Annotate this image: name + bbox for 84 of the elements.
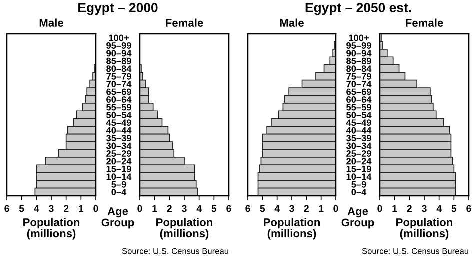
- x-tick-label: 1: [152, 205, 158, 212]
- x-tick-label: 5: [260, 205, 266, 212]
- y-tick-label: 65–69: [346, 88, 372, 96]
- x-axis-title: Population (millions): [396, 218, 453, 240]
- y-tick-label: 25–29: [106, 150, 132, 157]
- y-tick-label: 0–4: [112, 189, 127, 196]
- x-tick-label: 5: [212, 205, 217, 212]
- y-tick-label: 45–49: [346, 120, 372, 126]
- x-tick-label: 2: [407, 205, 412, 212]
- y-tick-label: 15–19: [106, 166, 132, 172]
- y-tick-label: 100+: [349, 34, 369, 42]
- y-tick-label: 5–9: [352, 181, 366, 188]
- source-note: Source: U.S. Census Bureau: [122, 248, 228, 254]
- y-tick-label: 95–99: [106, 42, 132, 49]
- x-tick-label: 4: [196, 205, 202, 212]
- y-tick-label: 75–79: [346, 73, 372, 80]
- x-tick-label: 4: [34, 205, 40, 212]
- x-tick-label: 0: [378, 205, 382, 212]
- x-tick-label: 4: [436, 205, 442, 212]
- y-tick-label: 50–54: [346, 112, 372, 118]
- y-tick-label: 90–94: [346, 50, 372, 57]
- y-tick-label: 100+: [109, 34, 129, 42]
- y-tick-label: 85–89: [106, 58, 132, 64]
- x-tick-label: 1: [319, 205, 324, 212]
- y-tick-label: 25–29: [346, 150, 372, 157]
- x-tick-label: 2: [167, 205, 172, 212]
- x-tick-label: 2: [304, 205, 309, 212]
- chart-subtitle: Male: [40, 18, 64, 27]
- y-tick-label: 60–64: [346, 96, 372, 103]
- y-tick-label: 10–14: [106, 174, 132, 180]
- y-tick-label: 40–44: [106, 127, 132, 134]
- y-tick-label: 55–59: [106, 104, 132, 111]
- y-axis-title: Age Group: [342, 208, 374, 229]
- chart-subtitle: Male: [280, 18, 304, 27]
- x-tick-label: 6: [466, 205, 472, 212]
- x-axis-title: Population (millions): [156, 218, 213, 240]
- y-tick-label: 20–24: [106, 158, 132, 165]
- x-tick-label: 6: [226, 205, 232, 212]
- x-tick-label: 6: [4, 205, 10, 212]
- x-tick-label: 5: [19, 205, 24, 212]
- y-tick-label: 70–74: [346, 81, 372, 88]
- y-tick-label: 10–14: [346, 174, 372, 180]
- y-tick-label: 70–74: [106, 81, 132, 88]
- x-tick-label: 3: [49, 205, 54, 212]
- y-tick-label: 95–99: [346, 42, 372, 49]
- x-tick-label: 6: [246, 205, 250, 212]
- y-tick-label: 35–39: [346, 135, 372, 142]
- x-tick-label: 0: [334, 205, 338, 212]
- y-axis-title: Age Group: [102, 208, 134, 229]
- y-tick-label: 35–39: [106, 135, 132, 142]
- x-axis-title: Population (millions): [264, 218, 320, 240]
- x-tick-label: 3: [290, 205, 294, 212]
- x-tick-label: 4: [274, 205, 280, 212]
- x-tick-label: 1: [392, 205, 398, 212]
- x-tick-label: 3: [182, 205, 187, 212]
- y-tick-label: 65–69: [106, 88, 132, 96]
- y-tick-label: 55–59: [346, 104, 372, 111]
- y-tick-label: 60–64: [106, 96, 132, 103]
- y-tick-label: 45–49: [106, 120, 132, 126]
- x-tick-label: 1: [79, 205, 84, 212]
- x-tick-label: 0: [138, 205, 142, 212]
- y-tick-label: 80–84: [106, 66, 132, 72]
- y-tick-label: 50–54: [106, 112, 132, 118]
- x-tick-label: 2: [64, 205, 69, 212]
- y-tick-label: 5–9: [112, 181, 126, 188]
- y-tick-label: 75–79: [106, 73, 132, 80]
- y-tick-label: 85–89: [346, 58, 372, 64]
- y-tick-label: 0–4: [352, 189, 367, 196]
- chart-subtitle: Female: [406, 18, 444, 27]
- y-tick-label: 80–84: [346, 66, 372, 72]
- y-tick-label: 30–34: [346, 142, 372, 150]
- y-tick-label: 15–19: [346, 166, 372, 172]
- source-note: Source: U.S. Census Bureau: [362, 248, 468, 254]
- y-tick-label: 20–24: [346, 158, 372, 165]
- x-tick-label: 3: [422, 205, 427, 212]
- chart-title: Egypt – 2000: [78, 3, 158, 16]
- y-tick-label: 40–44: [346, 127, 372, 134]
- x-axis-title: Population (millions): [24, 218, 80, 240]
- chart-title: Egypt – 2050 est.: [306, 3, 412, 16]
- x-tick-label: 5: [452, 205, 457, 212]
- y-tick-label: 30–34: [106, 142, 132, 150]
- chart-subtitle: Female: [166, 18, 204, 27]
- y-tick-label: 90–94: [106, 50, 132, 57]
- x-tick-label: 0: [94, 205, 98, 212]
